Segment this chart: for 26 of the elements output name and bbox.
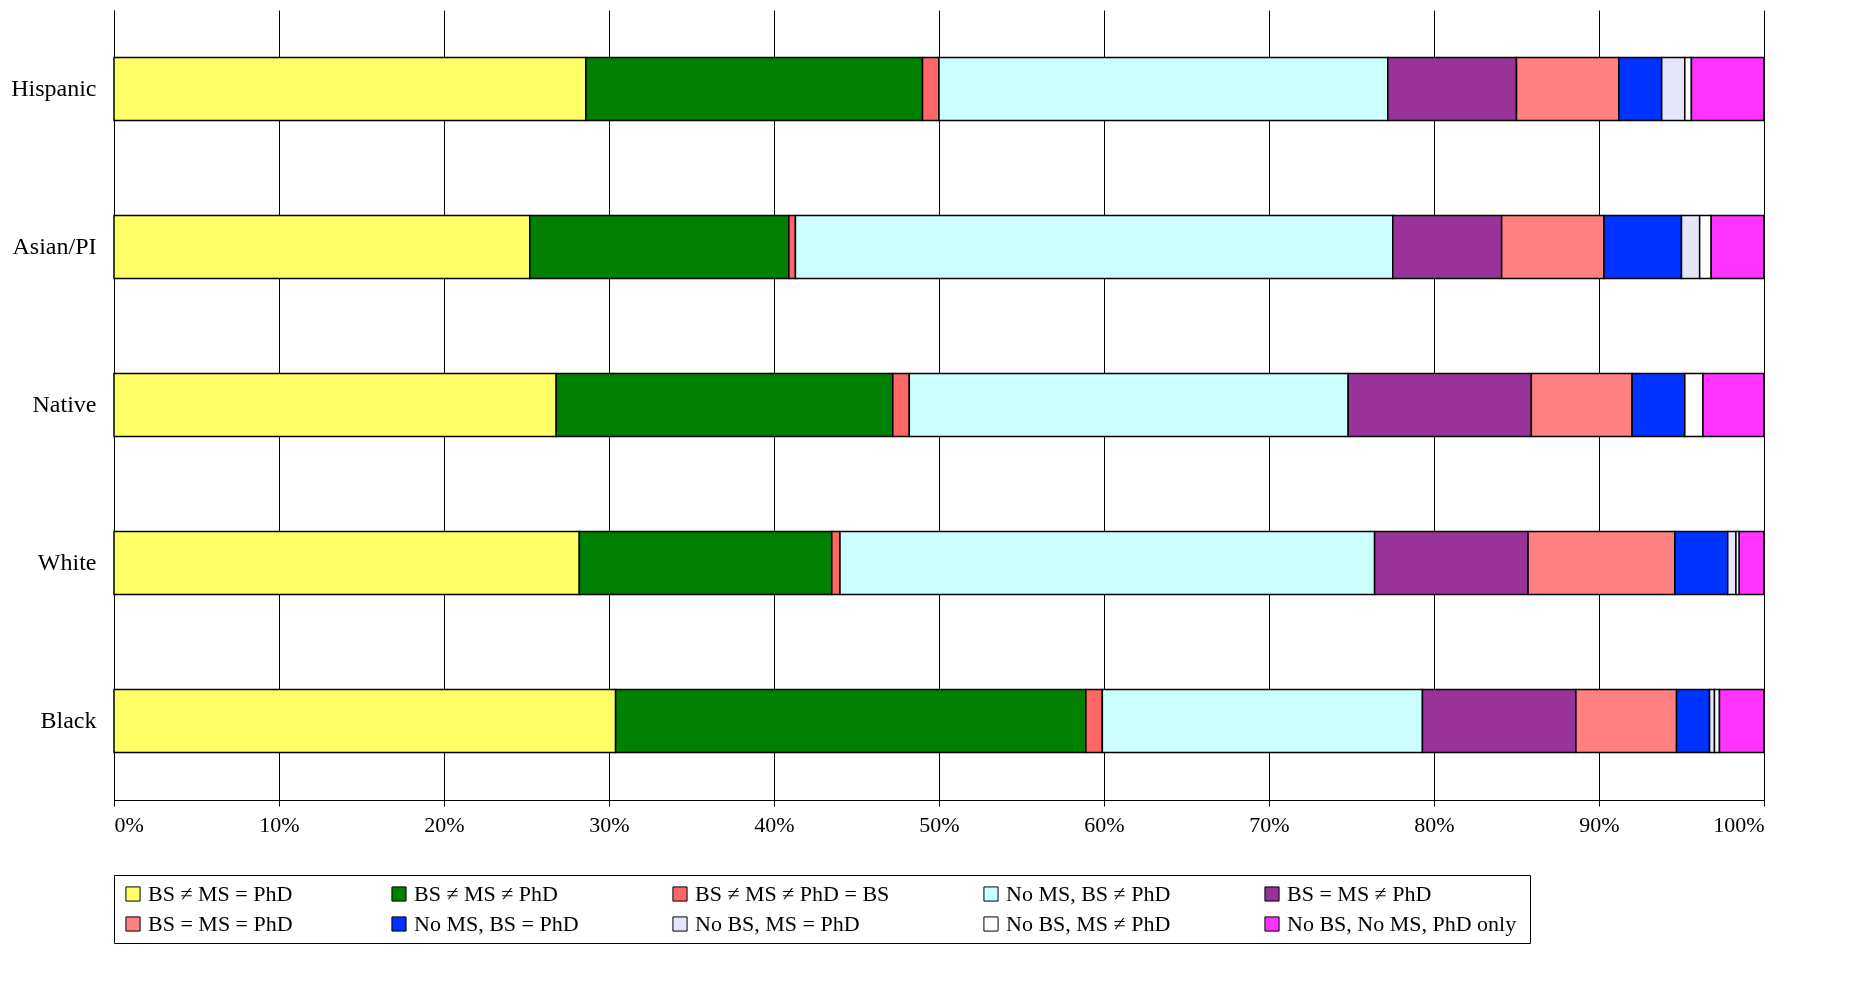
- legend-label: No BS, MS ≠ PhD: [1006, 911, 1171, 936]
- legend-label: No MS, BS ≠ PhD: [1006, 881, 1171, 906]
- y-tick-label: Native: [32, 391, 97, 417]
- x-tick-label: 10%: [259, 811, 300, 837]
- x-tick-label: 0%: [114, 811, 144, 837]
- y-tick-label: Hispanic: [11, 75, 97, 101]
- legend-label: BS ≠ MS ≠ PhD: [414, 881, 558, 906]
- x-tick-label: 50%: [919, 811, 960, 837]
- x-tick-label: 60%: [1084, 811, 1125, 837]
- legend-label: BS = MS = PhD: [148, 911, 293, 936]
- y-tick-label: White: [37, 549, 97, 575]
- x-tick-label: 70%: [1249, 811, 1290, 837]
- legend-label: No MS, BS = PhD: [414, 911, 579, 936]
- x-tick-label: 30%: [589, 811, 630, 837]
- x-tick-label: 80%: [1414, 811, 1455, 837]
- legend-label: BS ≠ MS = PhD: [148, 881, 293, 906]
- legend-label: BS ≠ MS ≠ PhD = BS: [695, 881, 890, 906]
- x-tick-label: 90%: [1579, 811, 1620, 837]
- x-tick-label: 20%: [424, 811, 465, 837]
- x-tick-label: 40%: [754, 811, 795, 837]
- x-tick-label: 100%: [1713, 811, 1765, 837]
- legend-label: BS = MS ≠ PhD: [1287, 881, 1432, 906]
- y-tick-label: Black: [40, 707, 97, 733]
- y-tick-label: Asian/PI: [12, 233, 97, 259]
- legend-label: No BS, MS = PhD: [695, 911, 860, 936]
- legend-label: No BS, No MS, PhD only: [1287, 911, 1517, 936]
